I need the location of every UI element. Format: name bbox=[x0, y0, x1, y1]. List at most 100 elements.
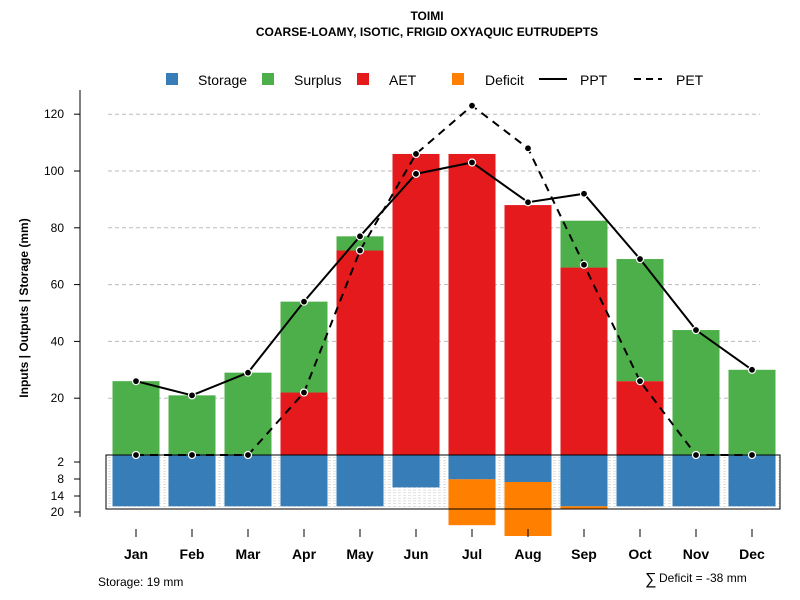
legend-label-aet: AET bbox=[389, 72, 417, 88]
storage-bar-apr bbox=[280, 455, 328, 507]
pet-point-jan bbox=[131, 450, 141, 460]
aet-bar-may bbox=[336, 250, 384, 455]
surplus-bar-sep bbox=[560, 220, 608, 268]
storage-bar-mar bbox=[224, 455, 272, 507]
y-tick-label-80: 80 bbox=[51, 221, 65, 235]
ppt-point-apr bbox=[299, 297, 309, 306]
storage-bar-nov bbox=[672, 455, 720, 507]
ppt-point-feb bbox=[187, 391, 197, 400]
ppt-point-jan bbox=[131, 377, 141, 386]
ppt-point-aug bbox=[523, 198, 533, 207]
surplus-bar-dec bbox=[728, 369, 776, 455]
ppt-point-sep bbox=[579, 189, 589, 198]
x-tick-label-sep: Sep bbox=[571, 546, 597, 562]
pet-point-mar bbox=[243, 450, 253, 460]
aet-bar-aug bbox=[504, 205, 552, 455]
pet-point-aug bbox=[523, 144, 533, 153]
surplus-bar-jan bbox=[112, 381, 160, 455]
bar-marks bbox=[112, 153, 776, 455]
x-tick-label-may: May bbox=[346, 546, 373, 562]
pet-point-sep bbox=[579, 260, 589, 269]
deficit-sigma-icon: ∑ bbox=[645, 571, 656, 588]
aet-bar-jun bbox=[392, 153, 440, 455]
pet-point-oct bbox=[635, 377, 645, 386]
x-tick-label-aug: Aug bbox=[514, 546, 541, 562]
ppt-point-oct bbox=[635, 254, 645, 264]
legend-label-storage: Storage bbox=[198, 72, 247, 88]
y-tick-label-20: 20 bbox=[51, 391, 65, 405]
storage-bar-dec bbox=[728, 455, 776, 507]
y-tick-label-60: 60 bbox=[51, 278, 65, 292]
legend-swatch-aet bbox=[357, 73, 369, 85]
y-axis-title: Inputs | Outputs | Storage (mm) bbox=[17, 218, 31, 397]
storage-bar-jul bbox=[448, 455, 496, 480]
surplus-bar-mar bbox=[224, 372, 272, 455]
aet-bar-apr bbox=[280, 392, 328, 455]
pet-point-jul bbox=[467, 101, 477, 110]
lower-tick-label-2: 2 bbox=[57, 455, 64, 469]
storage-bar-feb bbox=[168, 455, 216, 507]
storage-bar-jan bbox=[112, 455, 160, 507]
lower-tick-label-8: 8 bbox=[57, 472, 64, 486]
pet-point-may bbox=[355, 246, 365, 255]
y-tick-label-100: 100 bbox=[44, 164, 64, 178]
storage-panel-frame bbox=[105, 454, 781, 510]
x-tick-label-jan: Jan bbox=[124, 546, 148, 562]
pet-point-feb bbox=[187, 450, 197, 460]
aet-bar-sep bbox=[560, 267, 608, 455]
x-tick-label-apr: Apr bbox=[292, 546, 317, 562]
lower-tick-label-20: 20 bbox=[51, 505, 65, 519]
storage-bar-sep bbox=[560, 455, 608, 507]
surplus-bar-apr bbox=[280, 301, 328, 393]
pet-point-jun bbox=[411, 149, 421, 159]
deficit-bar-jul bbox=[448, 479, 496, 526]
legend-swatch-storage bbox=[166, 73, 178, 85]
ppt-point-nov bbox=[691, 325, 701, 335]
storage-note: Storage: 19 mm bbox=[98, 575, 183, 589]
legend-swatch-deficit bbox=[452, 73, 464, 85]
y-tick-label-120: 120 bbox=[44, 107, 64, 121]
x-tick-label-oct: Oct bbox=[628, 546, 652, 562]
x-tick-label-mar: Mar bbox=[236, 546, 261, 562]
line-marks bbox=[131, 101, 757, 460]
legend-label-pet: PET bbox=[676, 72, 704, 88]
surplus-bar-feb bbox=[168, 395, 216, 455]
storage-bar-may bbox=[336, 455, 384, 507]
aet-bar-jul bbox=[448, 153, 496, 455]
legend-label-surplus: Surplus bbox=[294, 72, 341, 88]
surplus-bar-oct bbox=[616, 259, 664, 382]
legend-label-deficit: Deficit bbox=[485, 72, 524, 88]
x-tick-label-nov: Nov bbox=[683, 546, 710, 562]
deficit-note: Deficit = -38 mm bbox=[659, 571, 747, 585]
pet-line bbox=[136, 104, 752, 456]
legend-swatch-surplus bbox=[262, 73, 274, 85]
chart-title: TOIMI bbox=[410, 9, 443, 23]
legend-label-ppt: PPT bbox=[580, 72, 608, 88]
aet-bar-oct bbox=[616, 381, 664, 455]
pet-point-dec bbox=[747, 450, 757, 460]
axes: 20 40 60 80 100 120 2 8 14 20 Jan Feb Mar Apr May Jun Ju… bbox=[44, 90, 781, 562]
x-tick-label-jun: Jun bbox=[404, 546, 429, 562]
ppt-line bbox=[135, 161, 753, 397]
storage-bar-oct bbox=[616, 455, 664, 507]
ppt-point-jul bbox=[467, 158, 477, 167]
pet-point-nov bbox=[691, 450, 701, 460]
storage-bar-jun bbox=[392, 455, 440, 488]
x-tick-label-feb: Feb bbox=[180, 546, 205, 562]
gridlines bbox=[108, 113, 780, 510]
x-tick-label-dec: Dec bbox=[739, 546, 765, 562]
chart-subtitle: COARSE-LOAMY, ISOTIC, FRIGID OXYAQUIC EU… bbox=[256, 25, 598, 39]
ppt-point-may bbox=[355, 232, 365, 241]
lower-tick-label-14: 14 bbox=[51, 489, 65, 503]
pet-point-apr bbox=[299, 388, 309, 397]
y-tick-label-40: 40 bbox=[51, 334, 65, 348]
ppt-point-mar bbox=[243, 368, 253, 377]
x-tick-label-jul: Jul bbox=[462, 546, 482, 562]
surplus-bar-may bbox=[336, 236, 384, 251]
chart-legend: Storage Surplus AET Deficit PPT PET bbox=[166, 72, 704, 88]
storage-deficit-marks bbox=[112, 455, 776, 536]
surplus-bar-nov bbox=[672, 330, 720, 455]
ppt-point-jun bbox=[411, 169, 421, 178]
storage-bar-aug bbox=[504, 455, 552, 482]
